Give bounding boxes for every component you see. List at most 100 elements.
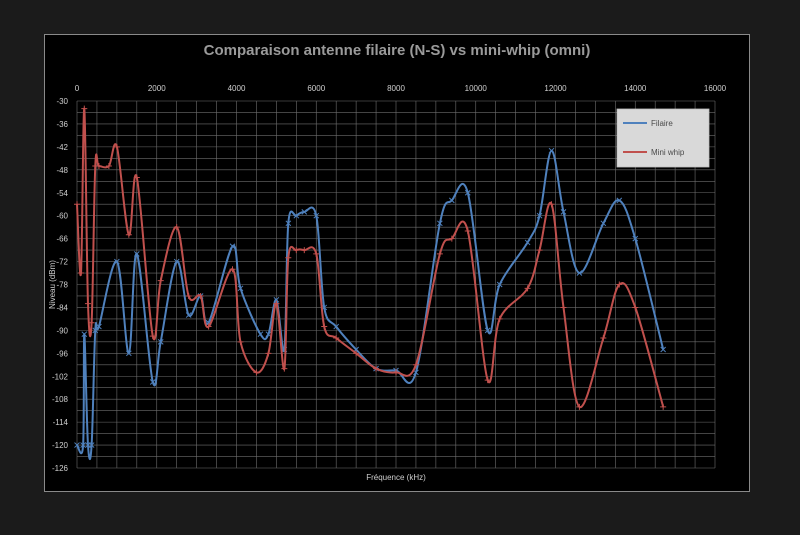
data-point-filaire: [548, 147, 555, 154]
data-point-mini-whip: [660, 403, 667, 410]
x-tick-label: 12000: [544, 84, 567, 93]
y-axis-label: Niveau (dBm): [48, 260, 57, 309]
data-point-filaire: [437, 220, 443, 227]
data-point-filaire: [80, 442, 86, 448]
data-point-mini-whip: [105, 162, 112, 169]
data-point-filaire: [333, 323, 340, 330]
y-tick-label: -126: [52, 464, 69, 473]
data-point-filaire: [88, 442, 95, 448]
data-point-mini-whip: [464, 227, 471, 234]
data-point-filaire: [301, 209, 308, 215]
y-tick-label: -30: [56, 97, 68, 106]
x-axis-label: Fréquence (kHz): [366, 473, 426, 482]
y-tick-label: -54: [56, 189, 68, 198]
data-point-mini-whip: [237, 338, 244, 345]
chart-title: Comparaison antenne filaire (N-S) vs min…: [203, 42, 591, 59]
y-tick-label: -42: [56, 143, 68, 152]
x-tick-label: 4000: [228, 84, 246, 93]
y-tick-label: -60: [56, 212, 68, 221]
data-point-mini-whip: [373, 365, 380, 372]
data-point-mini-whip: [285, 254, 292, 261]
data-point-filaire: [229, 243, 236, 250]
x-tick-label: 10000: [465, 84, 488, 93]
data-point-filaire: [448, 197, 455, 204]
x-tick-label: 14000: [624, 84, 647, 93]
data-point-filaire: [96, 323, 102, 330]
data-point-filaire: [600, 220, 607, 227]
data-point-filaire: [185, 312, 192, 318]
data-point-mini-whip: [273, 300, 280, 307]
x-tick-label: 2000: [148, 84, 166, 93]
y-tick-label: -120: [52, 441, 69, 450]
y-tick-label: -48: [56, 166, 68, 175]
data-point-filaire: [632, 235, 639, 242]
data-point-mini-whip: [436, 250, 443, 257]
data-point-mini-whip: [632, 304, 639, 311]
data-point-mini-whip: [88, 319, 95, 326]
data-point-mini-whip: [197, 292, 204, 299]
x-tick-label: 16000: [704, 84, 727, 93]
y-tick-label: -66: [56, 235, 68, 244]
x-tick-label: 8000: [387, 84, 405, 93]
data-point-mini-whip: [265, 350, 272, 357]
data-point-filaire: [273, 296, 280, 303]
x-tick-label: 0: [75, 84, 80, 93]
data-point-mini-whip: [84, 300, 91, 307]
data-point-filaire: [114, 258, 120, 265]
data-point-filaire: [125, 350, 132, 357]
y-tick-label: -114: [53, 418, 69, 427]
data-point-mini-whip: [77, 270, 84, 277]
data-point-mini-whip: [393, 369, 399, 376]
legend-label: Mini whip: [651, 148, 685, 157]
data-point-filaire: [660, 346, 667, 353]
data-point-filaire: [576, 270, 583, 276]
y-tick-label: -36: [56, 120, 68, 129]
data-point-mini-whip: [205, 323, 212, 330]
series-line-mini-whip: [76, 107, 665, 408]
data-point-mini-whip: [496, 315, 503, 322]
data-point-mini-whip: [125, 231, 132, 238]
data-point-mini-whip: [149, 333, 156, 340]
data-point-mini-whip: [333, 335, 340, 342]
data-point-filaire: [149, 379, 156, 385]
data-point-filaire: [464, 189, 471, 196]
y-tick-label: -108: [52, 395, 69, 404]
data-point-mini-whip: [74, 201, 80, 208]
data-point-filaire: [524, 239, 531, 246]
data-point-mini-whip: [548, 201, 555, 208]
y-tick-label: -84: [56, 303, 68, 312]
data-point-mini-whip: [321, 323, 328, 330]
data-point-mini-whip: [560, 304, 567, 311]
data-point-mini-whip: [484, 377, 491, 384]
data-point-filaire: [81, 331, 88, 338]
data-point-mini-whip: [185, 292, 192, 299]
data-point-mini-whip: [293, 247, 300, 254]
data-point-mini-whip: [600, 335, 607, 342]
data-point-mini-whip: [536, 247, 543, 254]
data-point-mini-whip: [616, 281, 623, 288]
y-tick-label: -102: [52, 372, 69, 381]
data-point-filaire: [157, 338, 164, 345]
data-point-mini-whip: [95, 162, 102, 169]
data-point-filaire: [293, 212, 300, 219]
y-tick-label: -72: [56, 258, 68, 267]
data-point-mini-whip: [229, 266, 236, 273]
data-point-filaire: [560, 209, 567, 215]
data-point-mini-whip: [301, 247, 308, 254]
data-point-mini-whip: [524, 285, 531, 292]
y-tick-label: -96: [56, 349, 68, 358]
data-point-mini-whip: [133, 174, 140, 181]
data-point-mini-whip: [353, 350, 360, 357]
data-point-filaire: [285, 220, 292, 227]
data-point-filaire: [536, 212, 543, 219]
x-tick-label: 6000: [307, 84, 325, 93]
legend: [616, 108, 710, 168]
data-point-filaire: [616, 197, 623, 204]
data-point-filaire: [74, 442, 80, 448]
data-point-filaire: [484, 327, 491, 334]
data-point-mini-whip: [113, 143, 120, 150]
data-point-mini-whip: [313, 250, 320, 257]
legend-label: Filaire: [651, 119, 673, 128]
data-point-mini-whip: [81, 105, 88, 112]
data-point-filaire: [257, 331, 264, 338]
